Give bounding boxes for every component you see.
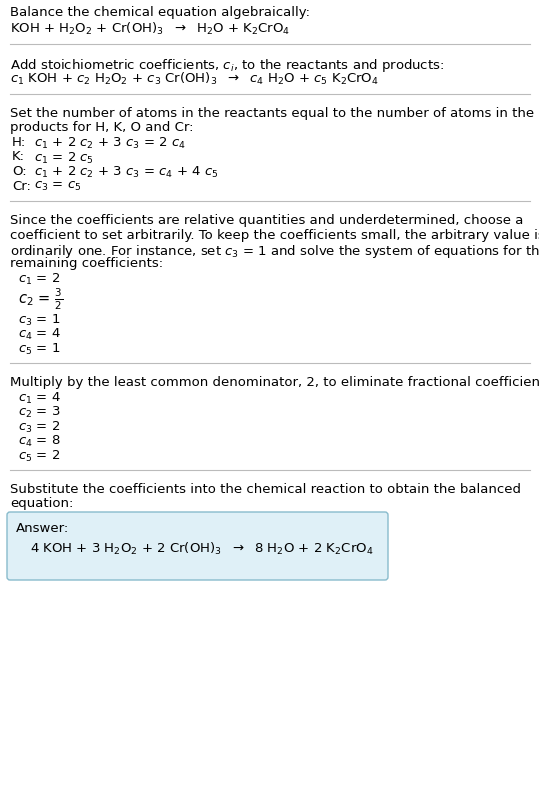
Text: $c_1$ + 2 $c_2$ + 3 $c_3$ = $c_4$ + 4 $c_5$: $c_1$ + 2 $c_2$ + 3 $c_3$ = $c_4$ + 4 $c… — [34, 165, 218, 180]
Text: $c_1$ = 2: $c_1$ = 2 — [18, 272, 60, 287]
Text: Cr:: Cr: — [12, 179, 31, 192]
Text: $c_3$ = 2: $c_3$ = 2 — [18, 419, 60, 434]
Text: $c_2$ = 3: $c_2$ = 3 — [18, 405, 60, 419]
Text: $c_1$ = 2 $c_5$: $c_1$ = 2 $c_5$ — [34, 150, 94, 165]
FancyBboxPatch shape — [7, 513, 388, 581]
Text: O:: O: — [12, 165, 26, 178]
Text: $c_3$ = $c_5$: $c_3$ = $c_5$ — [34, 179, 81, 192]
Text: $c_2$ = $\frac{3}{2}$: $c_2$ = $\frac{3}{2}$ — [18, 286, 63, 311]
Text: Substitute the coefficients into the chemical reaction to obtain the balanced: Substitute the coefficients into the che… — [10, 483, 521, 496]
Text: $c_4$ = 8: $c_4$ = 8 — [18, 433, 60, 448]
Text: $c_5$ = 1: $c_5$ = 1 — [18, 341, 60, 356]
Text: remaining coefficients:: remaining coefficients: — [10, 257, 163, 270]
Text: Set the number of atoms in the reactants equal to the number of atoms in the: Set the number of atoms in the reactants… — [10, 107, 534, 120]
Text: $c_1$ KOH + $c_2$ H$_2$O$_2$ + $c_3$ Cr(OH)$_3$  $\rightarrow$  $c_4$ H$_2$O + $: $c_1$ KOH + $c_2$ H$_2$O$_2$ + $c_3$ Cr(… — [10, 71, 379, 87]
Text: products for H, K, O and Cr:: products for H, K, O and Cr: — [10, 122, 194, 135]
Text: Answer:: Answer: — [16, 521, 69, 534]
Text: H:: H: — [12, 135, 26, 148]
Text: Balance the chemical equation algebraically:: Balance the chemical equation algebraica… — [10, 6, 310, 19]
Text: $c_5$ = 2: $c_5$ = 2 — [18, 448, 60, 463]
Text: $c_1$ = 4: $c_1$ = 4 — [18, 390, 61, 406]
Text: $c_3$ = 1: $c_3$ = 1 — [18, 312, 60, 327]
Text: equation:: equation: — [10, 497, 73, 510]
Text: $c_4$ = 4: $c_4$ = 4 — [18, 327, 61, 341]
Text: Multiply by the least common denominator, 2, to eliminate fractional coefficient: Multiply by the least common denominator… — [10, 375, 539, 388]
Text: 4 KOH + 3 H$_2$O$_2$ + 2 Cr(OH)$_3$  $\rightarrow$  8 H$_2$O + 2 K$_2$CrO$_4$: 4 KOH + 3 H$_2$O$_2$ + 2 Cr(OH)$_3$ $\ri… — [30, 540, 374, 556]
Text: Since the coefficients are relative quantities and underdetermined, choose a: Since the coefficients are relative quan… — [10, 214, 523, 227]
Text: Add stoichiometric coefficients, $c_i$, to the reactants and products:: Add stoichiometric coefficients, $c_i$, … — [10, 57, 444, 74]
Text: coefficient to set arbitrarily. To keep the coefficients small, the arbitrary va: coefficient to set arbitrarily. To keep … — [10, 228, 539, 241]
Text: ordinarily one. For instance, set $c_3$ = 1 and solve the system of equations fo: ordinarily one. For instance, set $c_3$ … — [10, 242, 539, 260]
Text: K:: K: — [12, 150, 25, 163]
Text: KOH + H$_2$O$_2$ + Cr(OH)$_3$  $\rightarrow$  H$_2$O + K$_2$CrO$_4$: KOH + H$_2$O$_2$ + Cr(OH)$_3$ $\rightarr… — [10, 20, 290, 36]
Text: $c_1$ + 2 $c_2$ + 3 $c_3$ = 2 $c_4$: $c_1$ + 2 $c_2$ + 3 $c_3$ = 2 $c_4$ — [34, 135, 186, 151]
